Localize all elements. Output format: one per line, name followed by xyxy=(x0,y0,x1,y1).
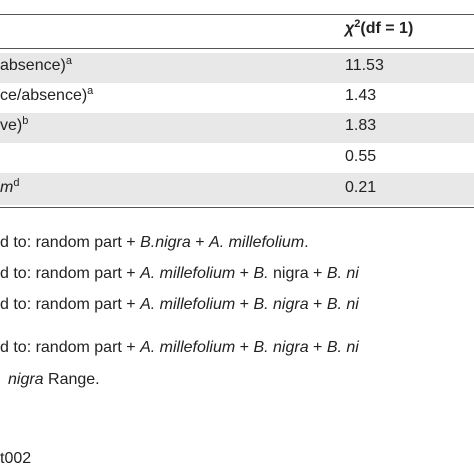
row-label: md xyxy=(0,177,20,197)
row-label: ve)b xyxy=(0,115,29,135)
text: B.nigra xyxy=(140,234,191,251)
text: ve) xyxy=(0,117,23,134)
row-band xyxy=(0,53,474,83)
text: d to: random part + xyxy=(0,265,141,282)
text: B. ni xyxy=(326,296,359,313)
header-symbol: χ xyxy=(345,20,355,37)
text: A. millefolium xyxy=(209,234,305,251)
text: B. ni xyxy=(326,265,359,282)
text: + xyxy=(190,234,210,251)
text: + xyxy=(235,339,254,356)
header-power: 2 xyxy=(354,18,361,30)
text: ce/absence) xyxy=(0,87,88,104)
text: A. millefolium xyxy=(140,296,236,313)
footnote: d to: random part + B.nigra + A. millefo… xyxy=(0,234,309,252)
footnote: nigra Range. xyxy=(8,371,100,389)
text: nigra + xyxy=(268,265,327,282)
text: A. millefolium xyxy=(140,339,236,356)
row-value: 1.83 xyxy=(345,117,377,134)
text: d to: random part + xyxy=(0,339,141,356)
text: + xyxy=(235,296,254,313)
text: B. ni xyxy=(326,339,359,356)
text: . xyxy=(304,234,309,251)
footnote: d to: random part + A. millefolium + B. … xyxy=(0,296,359,314)
row-label: ce/absence)a xyxy=(0,85,94,105)
row-label: absence)a xyxy=(0,55,72,75)
text: + xyxy=(308,296,327,313)
row-band xyxy=(0,113,474,143)
text: A. millefolium xyxy=(140,265,236,282)
text: b xyxy=(22,115,29,127)
row-value: 0.21 xyxy=(345,179,377,196)
text: d to: random part + xyxy=(0,296,141,313)
text: B. nigra xyxy=(253,339,309,356)
row-value: 11.53 xyxy=(345,57,384,74)
table-id: t002 xyxy=(0,450,32,467)
footnote: d to: random part + A. millefolium + B. … xyxy=(0,339,359,357)
row-value: 1.43 xyxy=(345,87,377,104)
footnote: d to: random part + A. millefolium + B. … xyxy=(0,265,359,283)
text: nigra xyxy=(8,371,44,388)
text: + xyxy=(235,265,254,282)
text: absence) xyxy=(0,57,66,74)
text: + xyxy=(308,339,327,356)
text: B. nigra xyxy=(253,296,309,313)
bottom-rule xyxy=(0,207,474,208)
text: m xyxy=(0,179,14,196)
top-rule xyxy=(0,14,474,15)
row-value: 0.55 xyxy=(345,148,377,165)
text: Range. xyxy=(43,371,100,388)
text: d xyxy=(13,177,20,189)
header-rule xyxy=(0,48,474,49)
row-band xyxy=(0,173,474,205)
column-header: χ2(df = 1) xyxy=(345,18,414,38)
text: B. xyxy=(253,265,269,282)
header-text: (df = 1) xyxy=(360,20,414,37)
text: a xyxy=(87,85,94,97)
text: a xyxy=(65,55,72,67)
text: d to: random part + xyxy=(0,234,141,251)
